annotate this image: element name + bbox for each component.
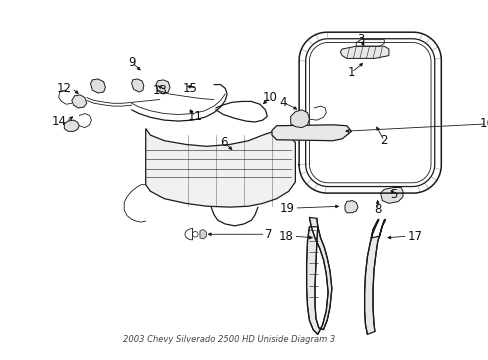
Text: 18: 18 bbox=[278, 230, 293, 243]
Polygon shape bbox=[90, 79, 105, 93]
Polygon shape bbox=[380, 188, 402, 203]
Polygon shape bbox=[290, 110, 309, 127]
Text: 2003 Chevy Silverado 2500 HD Uniside Diagram 3: 2003 Chevy Silverado 2500 HD Uniside Dia… bbox=[122, 334, 334, 343]
Text: 7: 7 bbox=[265, 228, 272, 241]
Polygon shape bbox=[340, 46, 388, 58]
Polygon shape bbox=[72, 95, 86, 108]
Text: 19: 19 bbox=[279, 202, 294, 215]
Text: 14: 14 bbox=[51, 116, 66, 129]
Text: 16: 16 bbox=[479, 117, 488, 130]
Text: 3: 3 bbox=[356, 33, 364, 46]
Polygon shape bbox=[364, 219, 385, 334]
Text: 4: 4 bbox=[279, 96, 286, 109]
Text: 15: 15 bbox=[182, 82, 197, 95]
Polygon shape bbox=[200, 230, 206, 239]
Text: 5: 5 bbox=[389, 188, 396, 201]
Text: 8: 8 bbox=[373, 203, 381, 216]
Polygon shape bbox=[64, 120, 79, 131]
Text: 11: 11 bbox=[187, 110, 203, 123]
Polygon shape bbox=[131, 79, 143, 92]
Text: 12: 12 bbox=[57, 82, 72, 95]
Polygon shape bbox=[145, 129, 295, 207]
Text: 13: 13 bbox=[152, 84, 167, 97]
Text: 17: 17 bbox=[407, 230, 422, 243]
Text: 10: 10 bbox=[262, 91, 277, 104]
Polygon shape bbox=[156, 80, 170, 94]
Polygon shape bbox=[306, 217, 331, 334]
Text: 1: 1 bbox=[347, 66, 355, 79]
Polygon shape bbox=[271, 125, 351, 141]
Text: 6: 6 bbox=[220, 136, 227, 149]
Text: 9: 9 bbox=[128, 56, 135, 69]
Text: 2: 2 bbox=[380, 134, 387, 147]
Polygon shape bbox=[344, 201, 357, 213]
